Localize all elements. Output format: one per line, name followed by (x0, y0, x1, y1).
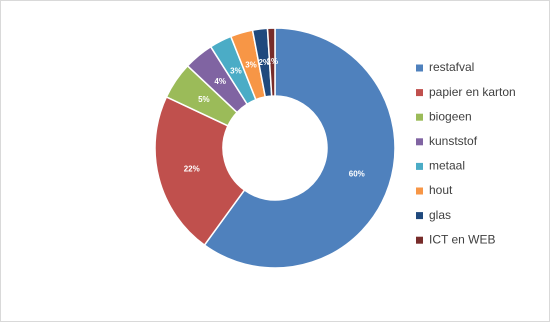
legend-swatch (416, 187, 423, 195)
data-label: 22% (184, 164, 200, 173)
data-label: 1% (267, 57, 279, 66)
data-label: 3% (230, 66, 242, 75)
donut-slice (203, 27, 396, 269)
legend-label: hout (429, 183, 453, 197)
legend-label: ICT en WEB (429, 232, 495, 246)
data-label: 2% (258, 58, 270, 67)
data-label: 3% (245, 61, 257, 70)
donut-slice (266, 27, 276, 97)
donut-slice (154, 95, 246, 247)
legend-label: metaal (429, 159, 465, 173)
legend-swatch (416, 212, 423, 220)
legend-swatch (416, 113, 423, 121)
legend-swatch (416, 236, 423, 244)
legend-label: biogeen (429, 109, 472, 123)
legend-label: glas (429, 208, 451, 222)
legend-swatch (416, 162, 423, 170)
legend-label: kunststof (429, 134, 478, 148)
legend-swatch (416, 64, 423, 72)
legend-swatch (416, 138, 423, 146)
legend-swatch (416, 89, 423, 97)
legend-label: papier en karton (429, 85, 516, 99)
legend-label: restafval (429, 60, 474, 74)
data-label: 5% (198, 95, 210, 104)
data-label: 4% (214, 77, 226, 86)
data-label: 60% (349, 170, 365, 179)
